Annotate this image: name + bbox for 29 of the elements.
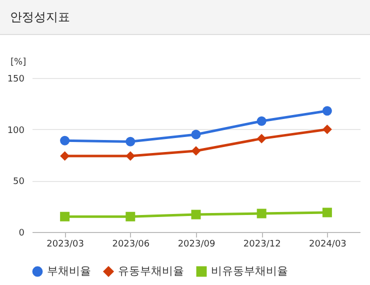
- chart-title: 안정성지표: [0, 0, 370, 35]
- y-tick-label: 150: [7, 74, 25, 84]
- y-tick-label: 100: [7, 126, 25, 136]
- legend-label: 비유동부채비율: [211, 264, 288, 278]
- x-tick-label: 2023/06: [112, 240, 150, 250]
- y-tick-label: 50: [13, 177, 25, 188]
- legend-label: 유동부채비율: [118, 264, 184, 278]
- x-tick-label: 2023/09: [178, 240, 216, 250]
- point: [60, 212, 70, 222]
- x-tick-label: 2023/03: [46, 240, 84, 250]
- point: [126, 136, 136, 146]
- y-tick-label: 0: [18, 228, 25, 238]
- point: [256, 134, 266, 144]
- point: [322, 208, 332, 218]
- point: [256, 208, 266, 218]
- legend-label: 부채비율: [47, 264, 91, 278]
- point: [60, 136, 70, 146]
- point: [322, 124, 332, 134]
- point: [322, 106, 332, 116]
- point: [256, 116, 266, 126]
- point: [191, 146, 201, 156]
- point: [191, 210, 201, 220]
- point: [191, 130, 201, 140]
- y-axis-title: [%]: [10, 58, 26, 68]
- point: [60, 151, 70, 161]
- point: [126, 212, 136, 222]
- point: [126, 151, 136, 161]
- x-tick-label: 2024/03: [309, 240, 346, 250]
- x-tick-label: 2023/12: [243, 240, 281, 250]
